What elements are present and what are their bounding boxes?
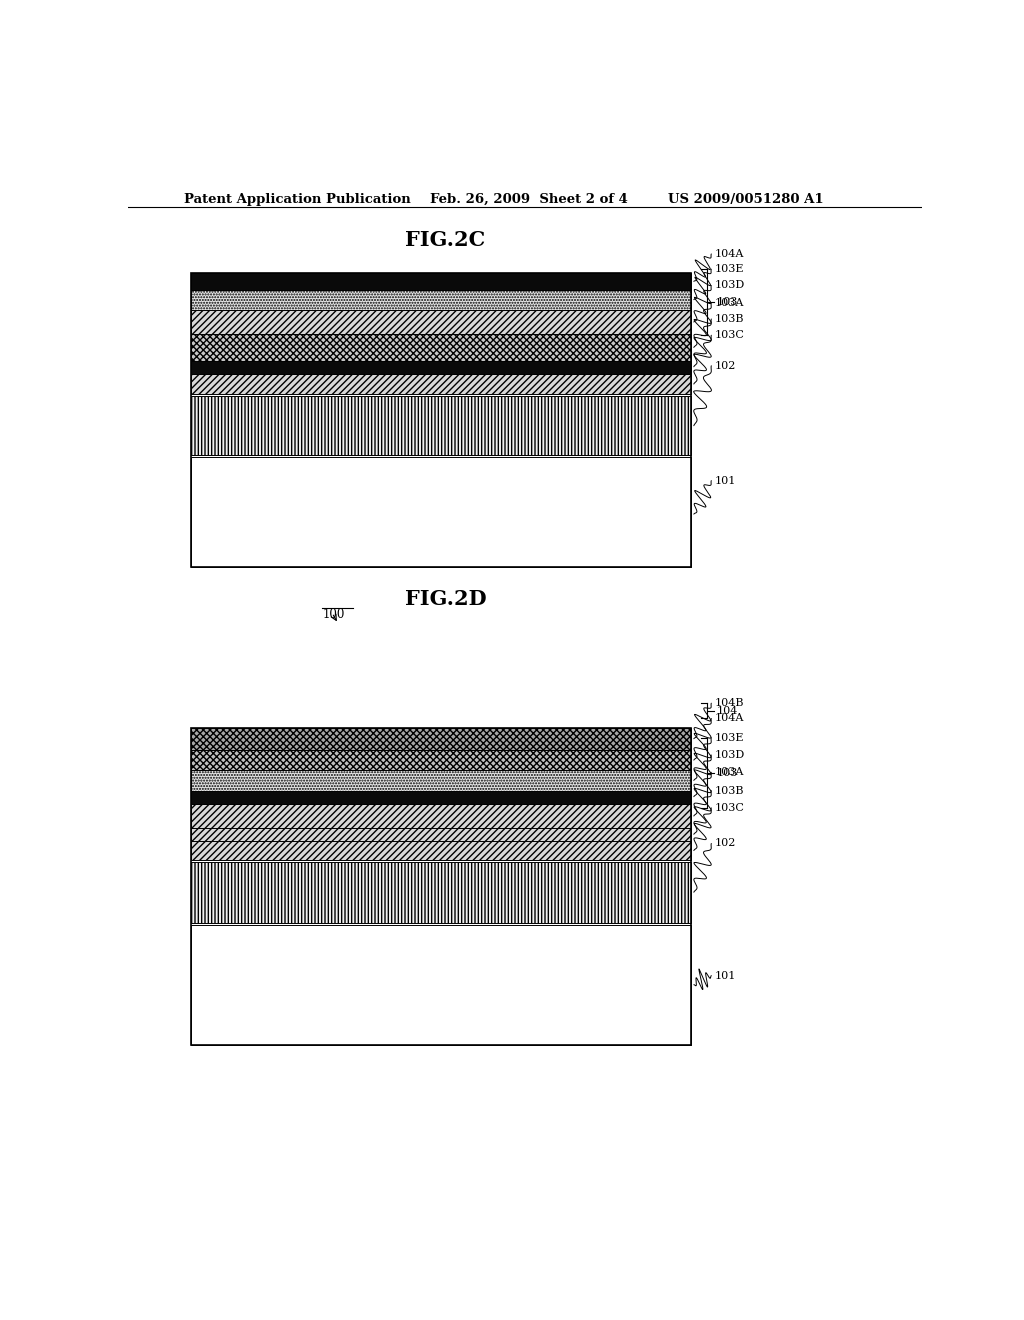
Bar: [191, 727, 691, 750]
Text: 103B: 103B: [715, 314, 744, 323]
Bar: [191, 925, 691, 1044]
Bar: [191, 457, 691, 568]
Text: 103D: 103D: [715, 750, 744, 760]
Text: 103B: 103B: [715, 785, 744, 796]
Bar: [191, 360, 691, 374]
Bar: [191, 828, 691, 841]
Text: FIG.2C: FIG.2C: [406, 230, 485, 249]
Bar: [191, 862, 691, 923]
Text: 102: 102: [715, 360, 736, 371]
Text: US 2009/0051280 A1: US 2009/0051280 A1: [668, 193, 823, 206]
Text: 103: 103: [717, 297, 738, 308]
Bar: [191, 791, 691, 804]
Text: 103A: 103A: [715, 298, 743, 308]
Text: 100: 100: [323, 607, 345, 620]
Text: 104: 104: [717, 706, 738, 715]
Text: Patent Application Publication: Patent Application Publication: [183, 193, 411, 206]
Bar: [191, 273, 691, 568]
Text: 103E: 103E: [715, 733, 744, 743]
Bar: [191, 374, 691, 395]
Bar: [191, 334, 691, 360]
Text: 101: 101: [715, 475, 736, 486]
Text: 104B: 104B: [715, 698, 744, 709]
Text: 104A: 104A: [715, 249, 743, 259]
Text: 103C: 103C: [715, 803, 744, 813]
Bar: [191, 289, 691, 310]
Text: 103: 103: [717, 768, 738, 777]
Text: 104A: 104A: [715, 713, 743, 723]
Bar: [191, 750, 691, 771]
Bar: [191, 804, 691, 828]
Text: FIG.2D: FIG.2D: [404, 589, 486, 610]
Text: 103C: 103C: [715, 330, 744, 341]
Bar: [191, 771, 691, 791]
Bar: [191, 396, 691, 455]
Bar: [191, 727, 691, 1044]
Text: 101: 101: [715, 970, 736, 981]
Bar: [191, 310, 691, 334]
Text: 103A: 103A: [715, 767, 743, 777]
Text: 103D: 103D: [715, 280, 744, 290]
Bar: [191, 273, 691, 289]
Text: 102: 102: [715, 838, 736, 849]
Bar: [191, 841, 691, 859]
Text: 103E: 103E: [715, 264, 744, 275]
Text: Feb. 26, 2009  Sheet 2 of 4: Feb. 26, 2009 Sheet 2 of 4: [430, 193, 628, 206]
